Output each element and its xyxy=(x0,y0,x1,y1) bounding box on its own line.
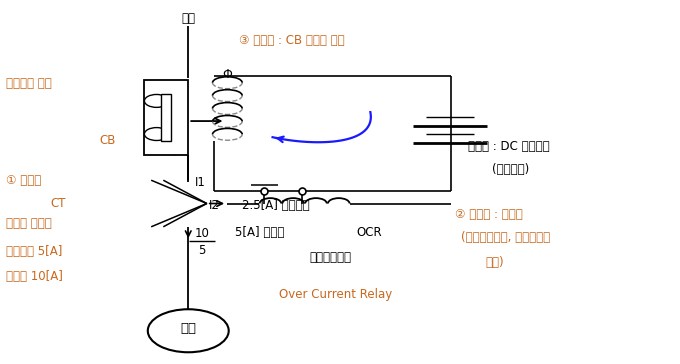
Text: 과전류계전기: 과전류계전기 xyxy=(309,251,352,264)
Text: ③ 동작부 : CB 차단기 동작: ③ 동작부 : CB 차단기 동작 xyxy=(239,34,345,47)
Text: 정상부하 5[A]: 정상부하 5[A] xyxy=(6,245,63,258)
Text: I1: I1 xyxy=(195,175,206,189)
Text: ① 검출부: ① 검출부 xyxy=(6,174,41,187)
Text: CT: CT xyxy=(50,197,65,210)
Text: 10: 10 xyxy=(194,228,209,241)
Text: 5: 5 xyxy=(198,244,205,257)
Text: Φ: Φ xyxy=(222,68,233,81)
Text: CB: CB xyxy=(99,134,116,147)
Bar xyxy=(160,94,171,141)
Text: OCR: OCR xyxy=(357,226,382,240)
Text: 계기용 변류기: 계기용 변류기 xyxy=(6,217,52,230)
Text: (정상전류인지, 과전류인지: (정상전류인지, 과전류인지 xyxy=(462,231,551,244)
Text: 2.5[A] 동작안함: 2.5[A] 동작안함 xyxy=(242,199,310,212)
Text: 전원: 전원 xyxy=(182,12,195,25)
Text: 축전지 : DC 직류전압: 축전지 : DC 직류전압 xyxy=(468,140,549,153)
Text: ② 판정부 : 계전기: ② 판정부 : 계전기 xyxy=(455,208,522,221)
Text: 판정): 판정) xyxy=(485,256,504,269)
Text: 과전류를 검출: 과전류를 검출 xyxy=(6,77,52,90)
Text: 과전류 10[A]: 과전류 10[A] xyxy=(6,270,63,284)
Bar xyxy=(144,80,188,155)
Text: 5[A] 동작함: 5[A] 동작함 xyxy=(235,226,285,240)
Text: (트립방식): (트립방식) xyxy=(492,163,529,176)
Text: 부하: 부하 xyxy=(180,323,197,336)
Text: Over Current Relay: Over Current Relay xyxy=(279,288,392,301)
Text: I2: I2 xyxy=(209,199,220,212)
